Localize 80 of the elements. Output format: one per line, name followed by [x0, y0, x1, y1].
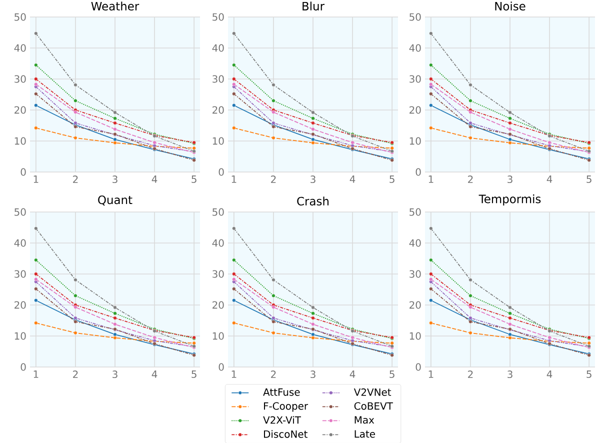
chart-title: Blur [302, 2, 325, 10]
chart-title: Noise [495, 2, 526, 10]
legend-label: F-Cooper [264, 402, 308, 412]
x-tick-label: 3 [508, 370, 512, 378]
y-tick-label: 20 [14, 106, 26, 114]
x-tick-label: 3 [112, 370, 118, 378]
x-tick-label: 4 [152, 176, 158, 183]
legend-label: CoBEVT [354, 402, 393, 410]
y-tick-label: 30 [14, 75, 26, 83]
chart-title: Tempormis [478, 194, 541, 206]
y-tick-label: 40 [212, 239, 224, 247]
y-tick-label: 20 [410, 301, 421, 309]
y-tick-label: 50 [212, 208, 224, 216]
y-tick-label: 50 [14, 208, 26, 216]
legend-label: Max [354, 416, 374, 424]
x-tick-label: 5 [586, 370, 592, 378]
x-tick-label: 1 [34, 370, 38, 378]
y-tick-label: 20 [212, 106, 224, 114]
y-tick-label: 40 [14, 239, 26, 247]
y-tick-label: 10 [410, 137, 421, 145]
y-tick-label: 40 [409, 44, 421, 52]
y-tick-label: 10 [212, 332, 224, 340]
y-tick-label: 0 [218, 363, 224, 371]
chart-title: Weather [91, 2, 140, 10]
y-tick-label: 50 [410, 208, 421, 216]
x-tick-label: 2 [271, 370, 276, 378]
x-tick-label: 1 [428, 176, 434, 183]
y-tick-label: 50 [14, 13, 26, 21]
legend-label: Late [354, 430, 376, 438]
x-tick-label: 1 [232, 370, 236, 378]
x-tick-label: 4 [350, 370, 356, 378]
x-tick-label: 2 [73, 370, 78, 378]
legend-label: V2VNet [354, 388, 392, 396]
x-tick-label: 2 [73, 176, 78, 183]
y-tick-label: 20 [14, 301, 26, 309]
y-tick-label: 30 [212, 270, 224, 278]
x-tick-label: 3 [310, 176, 316, 184]
x-tick-label: 1 [428, 370, 434, 378]
y-tick-label: 20 [212, 301, 224, 309]
y-tick-label: 10 [212, 137, 224, 145]
x-tick-label: 2 [468, 370, 473, 378]
x-tick-label: 4 [350, 176, 356, 183]
x-tick-label: 2 [271, 176, 276, 183]
x-tick-label: 5 [192, 176, 196, 183]
y-tick-label: 0 [20, 168, 26, 176]
y-tick-label: 30 [410, 75, 421, 83]
x-tick-label: 5 [390, 370, 394, 378]
y-tick-label: 50 [410, 13, 421, 21]
y-tick-label: 0 [416, 168, 421, 176]
x-tick-label: 3 [310, 370, 316, 378]
y-tick-label: 10 [14, 332, 26, 340]
x-tick-label: 1 [232, 176, 236, 183]
x-tick-label: 5 [192, 370, 196, 378]
y-tick-label: 40 [14, 44, 26, 52]
x-tick-label: 5 [586, 176, 592, 183]
x-tick-label: 2 [468, 176, 473, 183]
y-tick-label: 0 [20, 363, 26, 371]
y-tick-label: 40 [409, 239, 421, 247]
y-tick-label: 30 [14, 270, 26, 278]
y-tick-label: 0 [416, 363, 421, 371]
y-tick-label: 10 [14, 137, 26, 145]
legend-label: V2X-ViT [263, 416, 302, 424]
chart-title: Quant [98, 196, 132, 206]
x-tick-label: 4 [546, 370, 552, 378]
x-tick-label: 3 [112, 176, 118, 184]
legend-label: AttFuse [263, 388, 300, 396]
y-tick-label: 30 [212, 75, 224, 83]
y-tick-label: 30 [410, 270, 421, 278]
y-tick-label: 20 [410, 106, 421, 114]
chart-title: Crash [297, 196, 328, 206]
y-tick-label: 10 [410, 332, 421, 340]
legend-label: DiscoNet [264, 430, 308, 438]
y-tick-label: 40 [212, 44, 224, 52]
x-tick-label: 4 [152, 370, 158, 378]
x-tick-label: 4 [546, 176, 552, 183]
x-tick-label: 5 [390, 176, 394, 183]
y-tick-label: 0 [218, 168, 224, 176]
x-tick-label: 1 [34, 176, 38, 183]
x-tick-label: 3 [508, 176, 512, 184]
y-tick-label: 50 [212, 13, 224, 21]
